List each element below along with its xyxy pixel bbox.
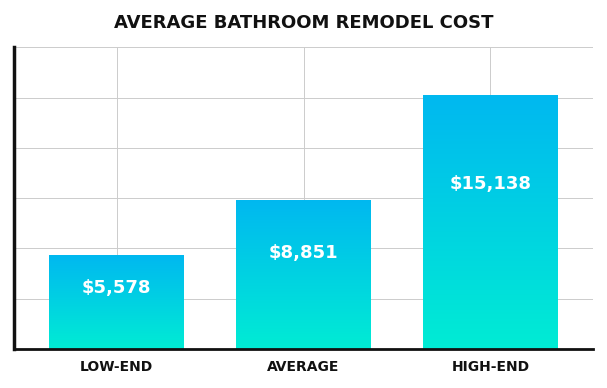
Title: AVERAGE BATHROOM REMODEL COST: AVERAGE BATHROOM REMODEL COST (114, 14, 493, 32)
Text: $8,851: $8,851 (269, 244, 338, 262)
Text: $15,138: $15,138 (449, 175, 531, 193)
Text: $5,578: $5,578 (82, 279, 151, 297)
